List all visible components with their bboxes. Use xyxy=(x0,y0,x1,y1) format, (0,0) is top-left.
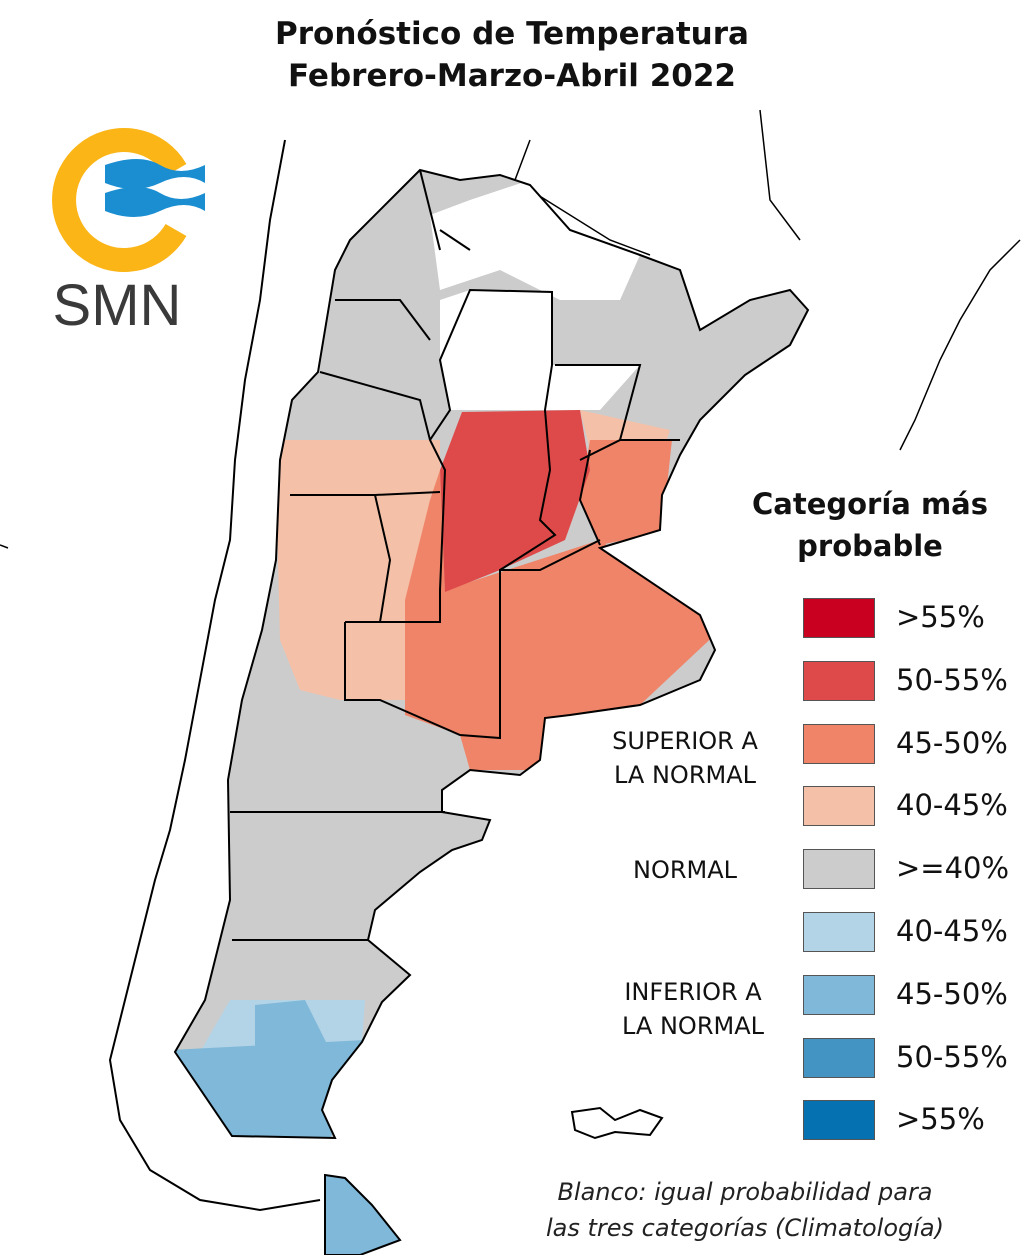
legend-label: 40-45% xyxy=(896,914,1008,948)
legend-label: 45-50% xyxy=(896,725,1008,760)
legend-label: >=40% xyxy=(896,851,1010,886)
title-line-1: Pronóstico de Temperatura xyxy=(275,16,749,52)
group-normal: NORMAL xyxy=(590,853,780,887)
tierra-del-fuego xyxy=(324,1173,402,1255)
legend-title: Categoría más probable xyxy=(735,483,1005,567)
footnote-line-2: las tres categorías (Climatología) xyxy=(545,1214,944,1242)
footnote-line-1: Blanco: igual probabilidad para xyxy=(557,1178,933,1206)
legend-swatch xyxy=(803,849,875,890)
title-line-2: Febrero-Marzo-Abril 2022 xyxy=(288,58,736,94)
legend-label: >55% xyxy=(896,1102,985,1137)
logo-ring-icon xyxy=(52,128,187,272)
region-above-50-55 xyxy=(440,410,590,592)
legend-swatch xyxy=(803,974,875,1015)
legend-swatch xyxy=(803,1037,875,1078)
legend-label: 45-50% xyxy=(896,976,1008,1011)
legend-swatch xyxy=(803,912,875,952)
legend-swatch xyxy=(803,1100,875,1141)
footnote: Blanco: igual probabilidad para las tres… xyxy=(500,1174,990,1246)
neighbour-borders xyxy=(0,109,1021,549)
group-label-line: LA NORMAL xyxy=(622,1012,764,1040)
province-borders xyxy=(230,169,680,941)
legend-swatch xyxy=(803,786,875,827)
group-label-line: LA NORMAL xyxy=(614,761,756,789)
logo-text: SMN xyxy=(53,273,182,338)
legend-label: 40-45% xyxy=(896,788,1008,823)
region-below-45-50 xyxy=(175,1000,365,1138)
group-above-normal: SUPERIOR A LA NORMAL xyxy=(590,724,780,792)
smn-logo-graphic: SMN xyxy=(52,128,205,338)
legend-label: 50-55% xyxy=(896,1039,1008,1074)
legend-swatch xyxy=(803,598,875,638)
group-label-line: NORMAL xyxy=(632,856,737,884)
logo-waves-icon xyxy=(105,159,205,217)
group-label-line: SUPERIOR A xyxy=(612,727,758,755)
smn-logo: SMN xyxy=(0,105,242,347)
group-label-line: INFERIOR A xyxy=(624,978,762,1006)
legend-swatch xyxy=(803,660,875,701)
region-above-40-45 xyxy=(275,410,670,700)
legend-title-line-1: Categoría más xyxy=(751,487,989,521)
legend-title-line-2: probable xyxy=(797,529,943,563)
legend-label: 50-55% xyxy=(896,662,1008,697)
legend-label: >55% xyxy=(896,600,985,634)
malvinas-islands xyxy=(570,1106,664,1140)
region-climatology xyxy=(430,180,640,410)
legend-swatch xyxy=(803,723,875,764)
region-above-45-50 xyxy=(405,440,720,770)
chile-coastline xyxy=(108,139,321,1212)
group-below-normal: INFERIOR A LA NORMAL xyxy=(598,975,788,1043)
